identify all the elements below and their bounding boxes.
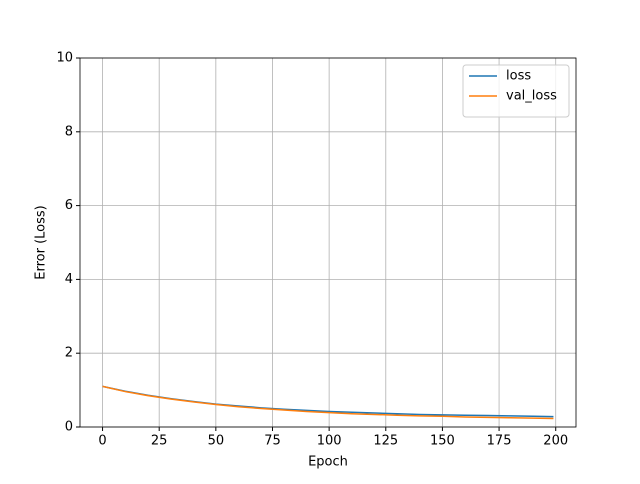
y-tick-label: 4 (65, 272, 73, 287)
x-tick-label: 100 (317, 434, 342, 449)
x-tick-label: 125 (373, 434, 398, 449)
legend-label: loss (506, 69, 531, 84)
x-tick-label: 50 (208, 434, 225, 449)
y-tick-label: 8 (65, 124, 73, 139)
line (102, 385, 554, 420)
x-tick-label: 175 (487, 434, 512, 449)
y-axis-label: Error (Loss) (34, 205, 49, 279)
x-tick-label: 150 (430, 434, 455, 449)
legend-label: val_loss (506, 89, 557, 104)
y-tick-label: 10 (56, 51, 73, 66)
x-axis-label: Epoch (308, 455, 348, 470)
x-tick-label: 75 (264, 434, 281, 449)
x-tick-label: 0 (98, 434, 106, 449)
y-tick-label: 0 (65, 420, 73, 435)
y-tick-label: 2 (65, 346, 73, 361)
x-tick-label: 200 (543, 434, 568, 449)
legend-box (462, 64, 570, 118)
y-tick-label: 6 (65, 198, 73, 213)
legend: loss val_loss (462, 64, 570, 118)
plot-frame (79, 57, 577, 428)
x-tick-label: 25 (151, 434, 168, 449)
